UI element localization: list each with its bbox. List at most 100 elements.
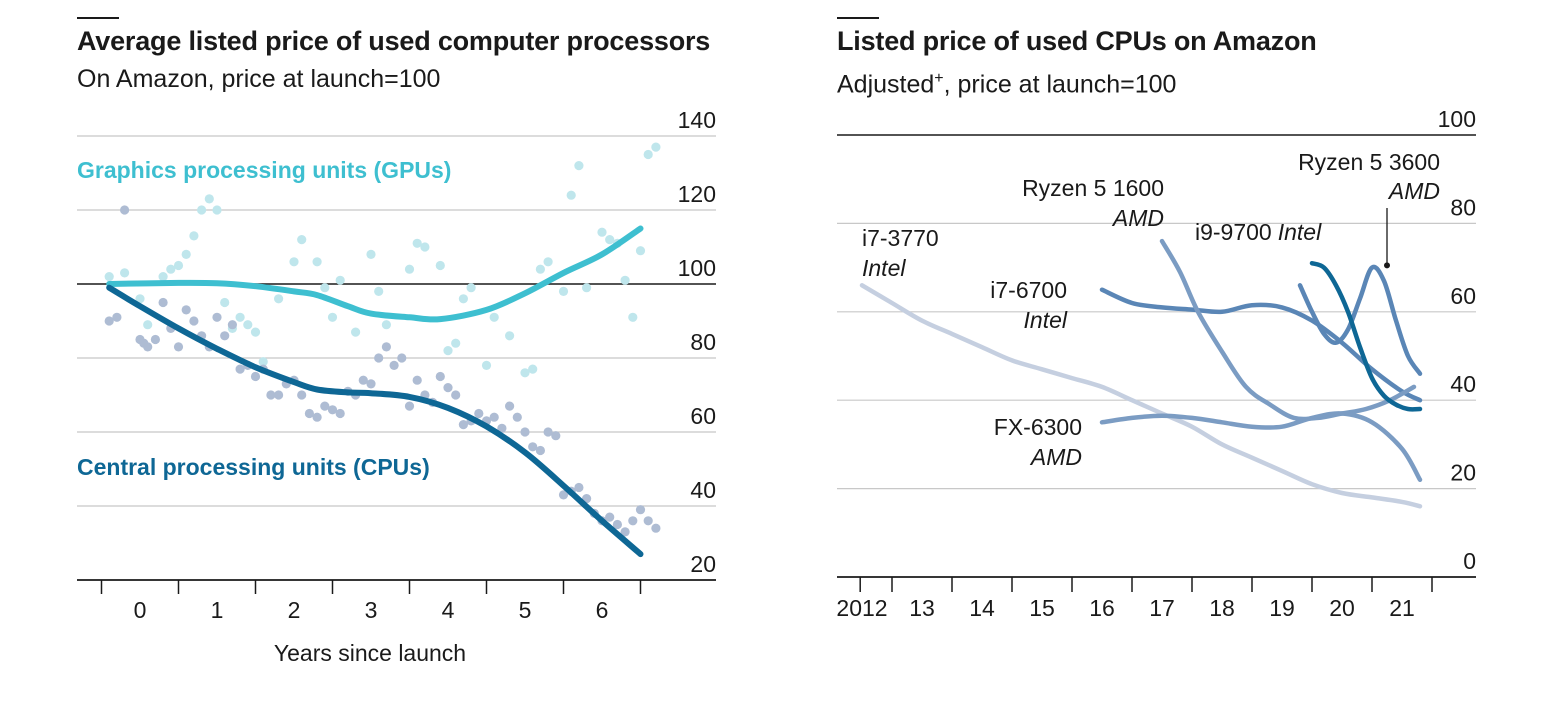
chart-panel-left: Average listed price of used computer pr… [0, 0, 760, 707]
series-label-i9-9700-name: i9-9700 [1195, 219, 1272, 245]
gpu-scatter-point [597, 227, 607, 237]
series-label-fx-6300-name: FX-6300 [994, 414, 1082, 440]
gpu-scatter-point [335, 275, 345, 285]
series-line-fx-6300 [1099, 411, 1423, 483]
y-tick-label: 20 [1450, 460, 1476, 486]
y-tick-label: 100 [678, 255, 716, 281]
subtitle-main: Adjusted [837, 70, 935, 99]
x-tick-label: 18 [1209, 595, 1235, 621]
gpu-scatter-point [543, 257, 553, 267]
gpu-scatter-point [250, 327, 261, 337]
subtitle-rest: , price at launch=100 [943, 70, 1177, 99]
cpu-scatter-point [104, 316, 114, 326]
x-tick-label: 3 [365, 597, 378, 623]
cpu-scatter-point [235, 364, 245, 374]
cpu-scatter-point [312, 412, 322, 422]
gpu-scatter-point [451, 338, 461, 348]
gpu-scatter-point [635, 246, 646, 256]
gpu-scatter-point [435, 260, 445, 271]
y-tick-label: 0 [1463, 548, 1476, 574]
cpu-scatter-point [451, 390, 461, 400]
series-line-ryzen-5-3600 [1309, 260, 1423, 412]
gpu-scatter-point [351, 327, 361, 337]
gpu-scatter-point [528, 364, 538, 374]
gpu-scatter-point [320, 283, 330, 293]
cpu-scatter-point [628, 516, 638, 526]
series-line-i9-9700 [1297, 264, 1423, 376]
y-tick-label: 60 [1450, 283, 1476, 309]
chart-left-plot: 20 40 60 80 100 120 140 0 1 2 3 4 5 6 Years since laun… [77, 107, 716, 666]
gpu-scatter-point [558, 286, 569, 296]
x-tick-label: 21 [1389, 595, 1415, 621]
gpu-scatter-point [158, 272, 168, 282]
gpu-scatter-point [505, 331, 515, 341]
cpu-scatter-point [605, 512, 615, 522]
series-label-i9-9700: i9-9700 Intel [1195, 219, 1322, 245]
gpu-scatter-point [220, 297, 230, 308]
gpu-scatter-point [212, 205, 222, 215]
subtitle-footnote-mark: + [934, 70, 944, 87]
series-label-ryzen-5-1600-maker: AMD [1111, 205, 1164, 231]
gpu-scatter-point [443, 346, 453, 356]
gpu-scatter-point [143, 320, 153, 330]
series-label-i7-3770-maker: Intel [862, 255, 906, 281]
cpu-scatter-point [543, 427, 553, 437]
cpu-scatter-point [574, 482, 584, 493]
gpu-scatter-point [620, 275, 630, 285]
ryzen-3600-leader-dot [1384, 262, 1390, 269]
gpu-scatter-point [312, 257, 322, 267]
series-line-ryzen-5-1600 [1159, 238, 1417, 422]
cpu-scatter-point [143, 342, 153, 352]
chart-title: Average listed price of used computer pr… [77, 26, 711, 56]
cpu-scatter-point [397, 353, 407, 363]
cpu-scatter-point [189, 316, 199, 326]
cpu-scatter-point [181, 305, 191, 315]
cpu-scatter-point [212, 312, 222, 322]
series-label-i7-3770-name: i7-3770 [862, 225, 939, 251]
chart-subtitle: Adjusted+, price at launch=100 [837, 63, 1176, 100]
cpu-scatter-point [551, 431, 561, 441]
x-tick-label: 16 [1089, 595, 1115, 621]
gpu-scatter-point [582, 283, 592, 293]
series-label-ryzen-5-3600-maker: AMD [1387, 178, 1440, 204]
cpu-scatter-point [512, 412, 522, 422]
gpu-scatter-point [466, 283, 476, 293]
cpu-scatter-point [150, 334, 160, 345]
cpu-scatter-point [620, 527, 630, 537]
gpu-scatter-point [297, 235, 307, 245]
cpu-scatter-point [535, 445, 546, 456]
y-tick-label: 40 [690, 477, 716, 503]
cpu-scatter-point [489, 412, 499, 422]
gpu-scatter-point [374, 286, 384, 296]
x-tick-label: 17 [1149, 595, 1175, 621]
series-label-fx-6300-maker: AMD [1029, 444, 1082, 470]
gpu-scatter-point [574, 161, 584, 171]
cpu-scatter-point [173, 342, 184, 352]
y-tick-label: 80 [1450, 194, 1476, 220]
gpu-scatter-point [404, 264, 415, 274]
cpu-scatter-point [528, 442, 538, 452]
series-label-i7-6700-name: i7-6700 [990, 277, 1067, 303]
y-tick-label: 80 [690, 329, 716, 355]
series-line-i7-6700 [1099, 287, 1423, 403]
gpu-scatter-point [135, 294, 145, 304]
gpu-scatter-point [235, 312, 245, 322]
gpu-scatter-point [181, 249, 191, 259]
y-tick-label: 40 [1450, 371, 1476, 397]
cpu-scatter-point [266, 390, 276, 400]
y-tick-label: 100 [1438, 106, 1476, 132]
cpu-scatter-point [274, 390, 284, 400]
series-label-i9-9700-maker: Intel [1278, 219, 1322, 245]
gpu-series-label: Graphics processing units (GPUs) [77, 157, 451, 183]
x-tick-label: 15 [1029, 595, 1055, 621]
y-tick-label: 60 [690, 403, 716, 429]
cpu-series-label: Central processing units (CPUs) [77, 454, 430, 480]
cpu-scatter-point [520, 427, 530, 437]
gpu-scatter-point [412, 238, 422, 248]
cpu-scatter-point [558, 490, 569, 500]
x-tick-label: 2012 [836, 595, 887, 621]
gpu-scatter-point [243, 320, 253, 330]
gpu-scatter-point [535, 264, 546, 274]
x-tick-label: 20 [1329, 595, 1355, 621]
x-tick-label: 19 [1269, 595, 1295, 621]
